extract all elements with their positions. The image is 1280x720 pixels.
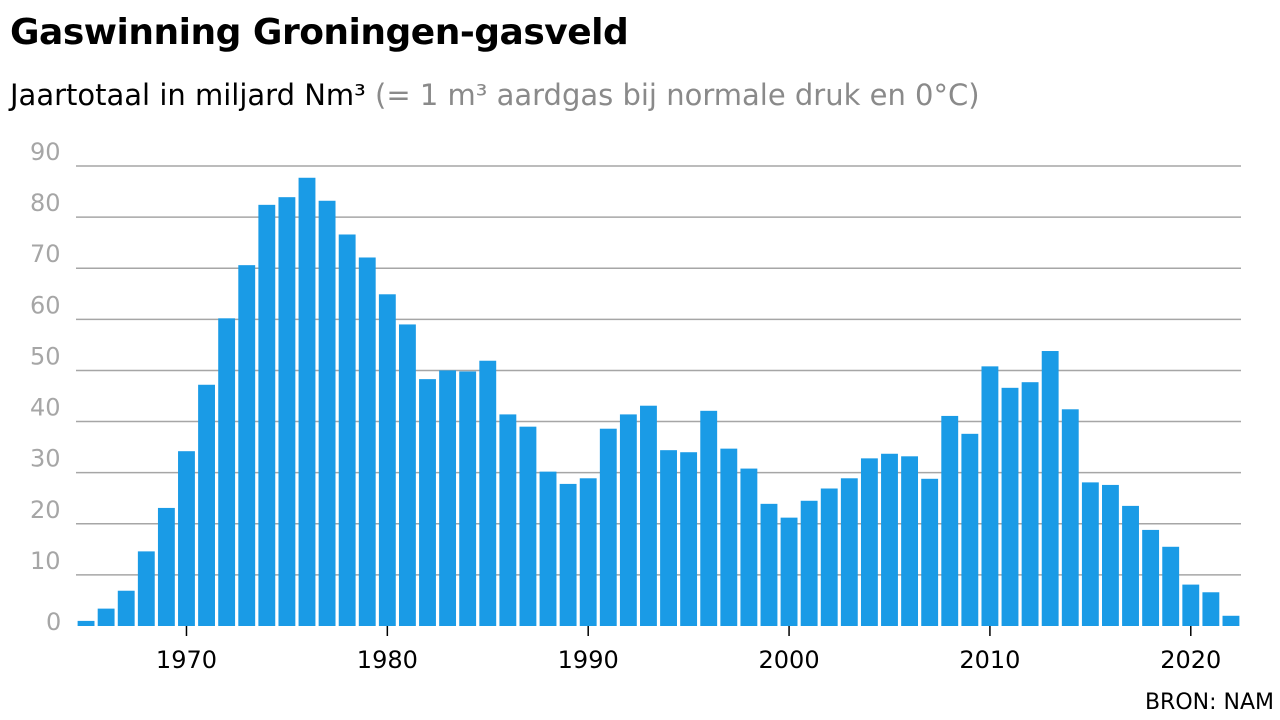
bar-2008 [941, 415, 959, 626]
y-tick-label-30: 30 [30, 445, 61, 473]
x-tick-label-1990: 1990 [558, 646, 619, 674]
bar-1997 [720, 448, 738, 626]
bar-2001 [800, 500, 818, 626]
y-tick-label-90: 90 [30, 138, 61, 166]
bar-2016 [1102, 484, 1119, 626]
bar-2002 [820, 488, 838, 626]
bar-1987 [519, 426, 537, 626]
bar-1968 [137, 551, 155, 626]
bar-1971 [198, 384, 215, 626]
y-tick-label-70: 70 [30, 240, 61, 268]
bar-2007 [921, 478, 939, 626]
bar-2004 [860, 458, 878, 626]
bar-2000 [780, 517, 798, 626]
bar-1993 [640, 405, 657, 626]
bar-1994 [660, 450, 677, 626]
bar-1988 [539, 471, 557, 626]
x-axis-tick-labels: 1970 1980 1990 2000 2010 2020 [156, 626, 1221, 674]
bar-2011 [1001, 387, 1019, 626]
bar-2022 [1222, 615, 1240, 626]
y-tick-label-50: 50 [30, 342, 61, 370]
bar-1992 [619, 414, 637, 626]
bar-2006 [901, 456, 919, 626]
bar-2003 [840, 478, 858, 626]
y-tick-label-10: 10 [30, 547, 61, 575]
chart-subtitle: Jaartotaal in miljard Nm³ (= 1 m³ aardga… [10, 78, 980, 112]
bar-1978 [338, 234, 356, 627]
bar-1969 [157, 507, 175, 626]
bar-1984 [459, 371, 477, 626]
x-tick-label-1980: 1980 [357, 646, 418, 674]
bar-1996 [700, 410, 718, 626]
bar-1995 [680, 452, 698, 626]
bar-1980 [378, 294, 396, 626]
y-tick-label-80: 80 [30, 189, 61, 217]
subtitle-note: (= 1 m³ aardgas bij normale druk en 0°C) [375, 78, 980, 112]
bar-2020 [1182, 584, 1200, 626]
bar-2017 [1122, 505, 1139, 626]
bar-1967 [117, 590, 135, 626]
bar-1979 [358, 257, 376, 626]
bar-1977 [318, 200, 336, 626]
subtitle-main: Jaartotaal in miljard Nm³ [10, 78, 366, 112]
bar-1974 [258, 204, 276, 626]
bar-1966 [97, 608, 115, 626]
bar-1989 [559, 483, 577, 626]
bar-2010 [981, 366, 999, 626]
chart-title: Gaswinning Groningen-gasveld [10, 12, 629, 53]
bar-2014 [1061, 409, 1079, 626]
bar-1972 [218, 318, 236, 626]
x-tick-label-1970: 1970 [156, 646, 217, 674]
y-axis-tick-labels: 0 10 20 30 40 50 60 70 80 90 [30, 138, 61, 636]
bar-1983 [439, 370, 457, 626]
bar-2018 [1142, 529, 1160, 626]
x-tick-label-2000: 2000 [759, 646, 820, 674]
bar-1991 [599, 428, 617, 626]
bars [77, 177, 1240, 627]
bar-2015 [1081, 482, 1099, 626]
y-tick-label-40: 40 [30, 394, 61, 422]
x-tick-label-2020: 2020 [1160, 646, 1221, 674]
bar-1970 [178, 451, 195, 626]
bar-2019 [1162, 546, 1180, 626]
y-tick-label-0: 0 [46, 608, 61, 636]
bar-2013 [1041, 351, 1059, 626]
bar-1986 [499, 414, 517, 626]
bar-2005 [881, 453, 898, 626]
y-tick-label-60: 60 [30, 291, 61, 319]
bar-1998 [740, 468, 758, 626]
bar-1982 [419, 379, 436, 626]
bar-1965 [77, 620, 95, 626]
bar-1973 [238, 265, 256, 626]
source-note: BRON: NAM [1144, 690, 1274, 715]
bar-1990 [579, 478, 597, 626]
bar-1981 [398, 324, 416, 626]
bar-2009 [961, 433, 979, 626]
bar-1999 [760, 503, 778, 626]
bar-1975 [278, 197, 296, 626]
x-tick-label-2010: 2010 [959, 646, 1020, 674]
bar-1976 [298, 177, 316, 626]
bar-1985 [479, 360, 497, 626]
bar-2012 [1021, 382, 1039, 626]
bar-2021 [1202, 592, 1220, 626]
y-tick-label-20: 20 [30, 496, 61, 524]
